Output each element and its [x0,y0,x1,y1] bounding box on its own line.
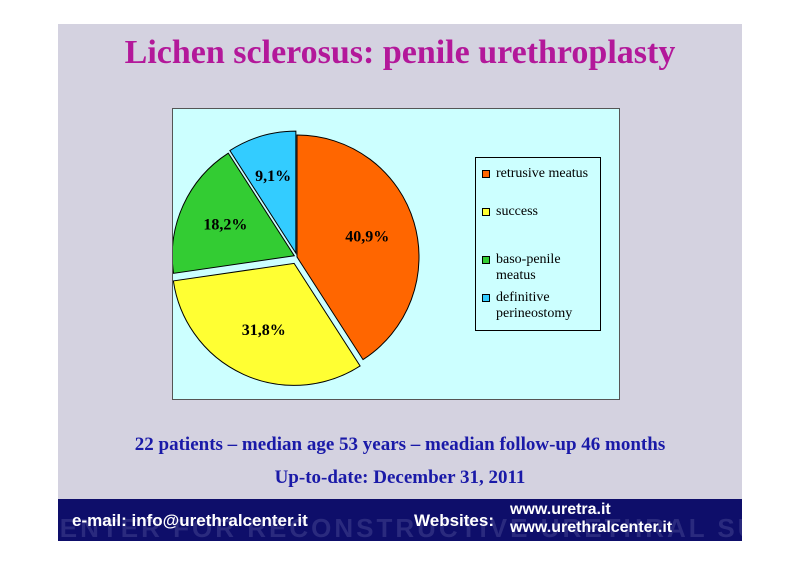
footer-band: CENTER FOR RECONSTRUCTIVE URETHRAL SURGE… [58,499,742,541]
legend-item: baso-penile meatus [482,252,598,284]
chart-legend: retrusive meatus success baso-penile meatu… [475,157,601,331]
legend-item: definitive perineostomy [482,290,598,322]
legend-label: retrusive meatus [496,166,589,181]
pie-slice-success [173,262,361,386]
footer-watermark: CENTER FOR RECONSTRUCTIVE URETHRAL SURGE… [58,513,742,541]
chart-area: 40,9% 31,8% 18,2% 9,1% retrusive meatus succ… [172,108,620,400]
legend-swatch [482,294,490,302]
date-line: Up-to-date: December 31, 2011 [274,467,526,488]
websites-label: Websites: [414,511,494,530]
legend-swatch [482,208,490,216]
legend-label: success [496,204,538,219]
summary-line: 22 patients – median age 53 years – mead… [134,434,666,455]
website-link-uretra[interactable]: www.uretra.it [510,501,611,518]
legend-item: success [482,204,598,220]
slice-percent-label: 40,9% [345,228,389,245]
pie-slice-retrusive-meatus [296,134,420,361]
legend-item: retrusive meatus [482,166,598,182]
legend-swatch [482,170,490,178]
legend-label: baso-penile meatus [496,252,561,283]
contact-email[interactable]: e-mail: info@urethralcenter.it [72,511,308,530]
slice-percent-label: 18,2% [203,216,247,233]
slide: Lichen sclerosus: penile urethroplasty 4… [58,24,742,541]
legend-label: definitive perineostomy [496,290,573,321]
pie-slice-baso-penile-meatus [173,152,296,274]
pie-chart: 40,9% 31,8% 18,2% 9,1% [173,130,420,386]
slide-title: Lichen sclerosus: penile urethroplasty [124,34,676,71]
pie-slice-definitive-perineostomy [229,130,297,255]
slice-percent-label: 31,8% [242,322,286,339]
slice-percent-label: 9,1% [255,168,291,185]
website-link-urethralcenter[interactable]: www.urethralcenter.it [510,519,673,536]
legend-swatch [482,256,490,264]
